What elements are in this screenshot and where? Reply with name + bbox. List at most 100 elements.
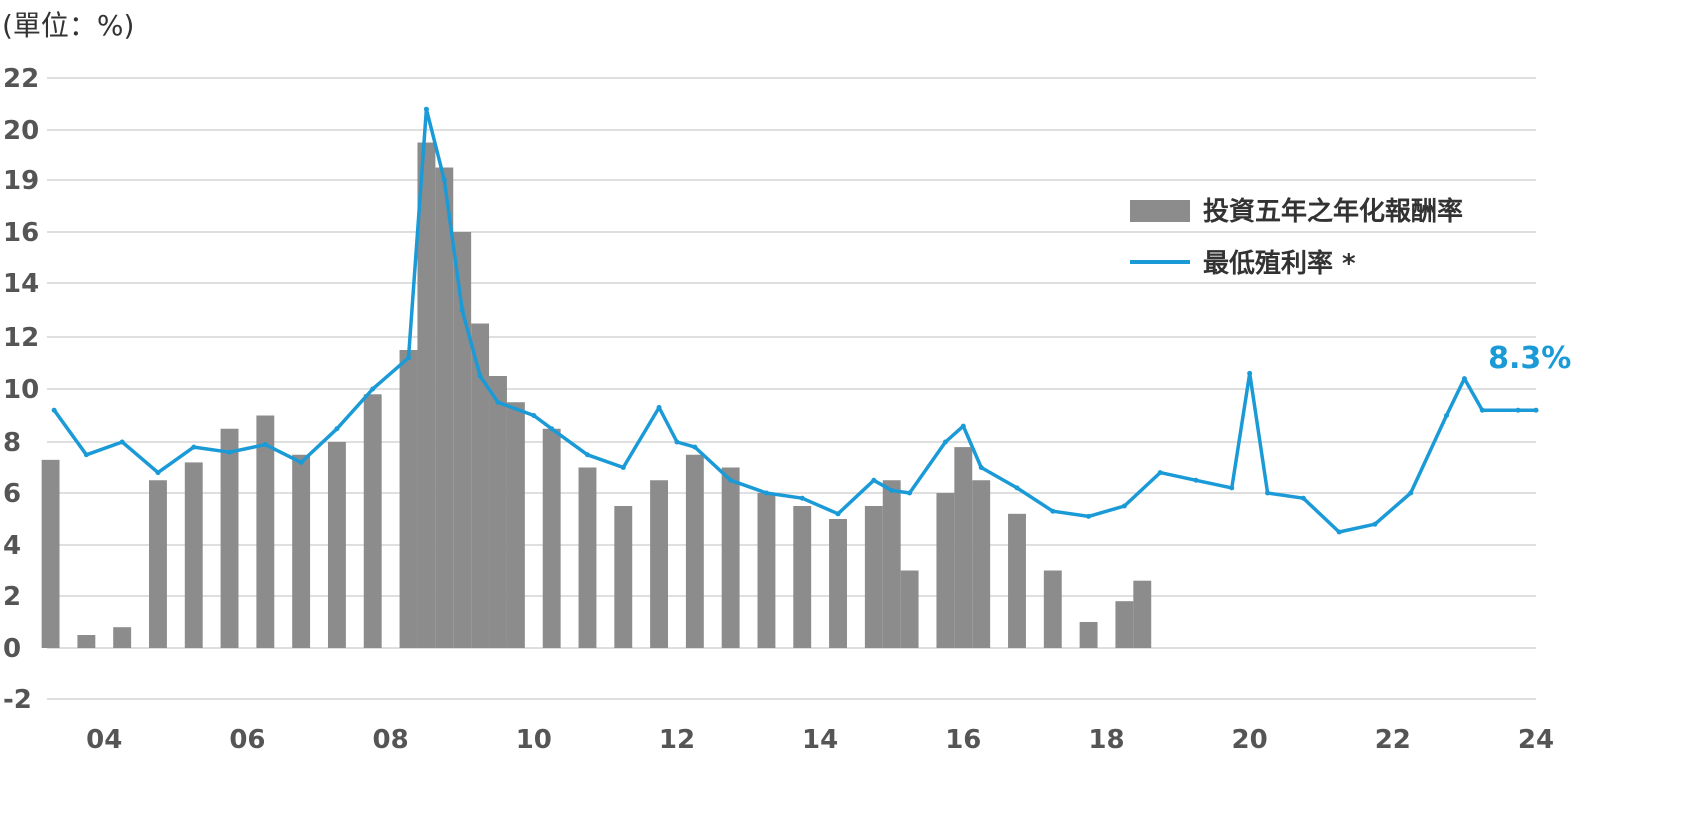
yield-point <box>531 413 537 418</box>
bar <box>542 428 561 648</box>
x-tick-label: 22 <box>1375 725 1411 755</box>
yield-point <box>1265 490 1271 496</box>
yield-point <box>1336 529 1342 535</box>
bar <box>435 167 454 648</box>
bar <box>882 480 901 648</box>
x-tick-label: 10 <box>516 725 552 755</box>
legend: 投資五年之年化報酬率 最低殖利率 * <box>1130 196 1463 279</box>
yield-point <box>83 452 89 458</box>
yield-line <box>52 107 1536 534</box>
bar-series <box>41 142 1152 648</box>
y-tick-label: 12 <box>3 323 39 353</box>
bar <box>864 506 883 648</box>
bar <box>650 480 669 648</box>
x-tick-label: 24 <box>1518 725 1554 755</box>
yield-point <box>1086 513 1092 519</box>
line-series <box>51 106 1539 535</box>
y-tick-label: 16 <box>3 218 39 248</box>
yield-point <box>1461 376 1467 382</box>
bar <box>1115 601 1134 648</box>
x-tick-label: 14 <box>802 725 838 755</box>
bar <box>829 519 847 648</box>
yield-point <box>656 405 662 411</box>
yield-point <box>584 452 590 458</box>
bar <box>327 442 346 648</box>
bar <box>954 447 973 648</box>
bar <box>453 232 472 648</box>
yield-point <box>1014 485 1020 491</box>
yield-point <box>227 449 233 455</box>
yield-point <box>620 465 626 470</box>
yield-point <box>1372 521 1378 527</box>
bar <box>149 480 167 648</box>
yield-point <box>942 439 948 445</box>
yield-point <box>406 355 412 361</box>
bar <box>757 493 776 648</box>
yield-point <box>1121 503 1127 509</box>
yield-point <box>1193 477 1199 483</box>
bar <box>1008 513 1026 648</box>
yield-point <box>889 487 895 493</box>
yield-point <box>370 386 376 392</box>
y-tick-label: 8 <box>3 428 21 458</box>
bar <box>578 467 597 648</box>
yield-point <box>334 426 340 432</box>
yield-point <box>298 459 304 465</box>
y-tick-label: 20 <box>3 116 39 146</box>
x-tick-label: 04 <box>86 725 122 755</box>
y-tick-label: 19 <box>3 166 39 196</box>
yield-point <box>1444 413 1450 418</box>
yield-point <box>459 307 465 313</box>
yield-point <box>51 407 57 413</box>
yield-point <box>423 106 429 112</box>
yield-point <box>728 477 734 483</box>
bar <box>793 506 812 648</box>
y-tick-label: 10 <box>3 375 39 405</box>
x-tick-label: 06 <box>229 725 265 755</box>
bar <box>1079 622 1098 648</box>
bar <box>184 462 203 648</box>
legend-swatch-bar <box>1130 200 1190 222</box>
legend-label-bar: 投資五年之年化報酬率 <box>1203 196 1463 227</box>
legend-label-line: 最低殖利率 * <box>1203 248 1356 279</box>
yield-point <box>692 444 698 450</box>
yield-point <box>495 399 501 405</box>
y-tick-label: 14 <box>3 269 39 299</box>
yield-point <box>119 439 125 445</box>
bar <box>77 635 96 648</box>
yield-point <box>549 426 555 432</box>
bar <box>506 402 525 648</box>
x-tick-label: 20 <box>1232 725 1268 755</box>
yield-point <box>799 495 805 501</box>
yield-point <box>1479 407 1485 413</box>
bar <box>113 627 132 648</box>
x-tick-label: 16 <box>945 725 981 755</box>
bar <box>614 506 633 648</box>
yield-point <box>262 442 268 448</box>
x-axis-ticks: 04 06 08 10 12 14 16 18 20 22 24 <box>86 725 1554 755</box>
yield-point <box>1229 485 1235 491</box>
yield-point <box>871 477 877 483</box>
bar <box>685 454 704 648</box>
bar <box>41 459 60 648</box>
yield-point <box>477 373 483 379</box>
bar <box>399 350 418 648</box>
bar <box>292 454 311 648</box>
y-tick-label: 4 <box>3 531 21 561</box>
y-tick-label: 22 <box>3 64 39 94</box>
yield-point <box>1408 490 1414 496</box>
y-tick-label: 0 <box>3 634 21 664</box>
yield-point <box>674 439 680 445</box>
bar <box>363 394 382 648</box>
bar <box>721 467 740 648</box>
bar <box>256 415 275 648</box>
bar <box>220 428 239 648</box>
x-tick-label: 08 <box>373 725 409 755</box>
yield-point <box>155 470 161 476</box>
bar <box>417 142 436 648</box>
yield-point <box>441 177 447 183</box>
y-tick-label: 2 <box>3 582 21 612</box>
latest-value-label: 8.3% <box>1488 341 1571 376</box>
